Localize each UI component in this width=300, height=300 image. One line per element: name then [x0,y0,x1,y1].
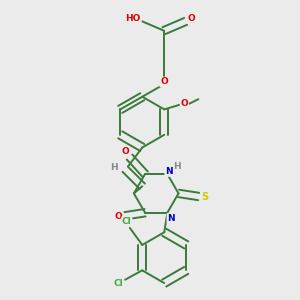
Text: H: H [110,163,118,172]
Text: O: O [115,212,123,221]
Text: Cl: Cl [122,217,132,226]
Text: N: N [167,214,175,223]
Text: O: O [188,14,196,23]
Text: S: S [201,192,208,203]
Text: N: N [165,167,173,176]
Text: O: O [122,147,130,156]
Text: Cl: Cl [113,279,123,288]
Text: H: H [173,162,181,171]
Text: HO: HO [125,14,141,23]
Text: O: O [181,99,188,108]
Text: O: O [160,77,168,86]
